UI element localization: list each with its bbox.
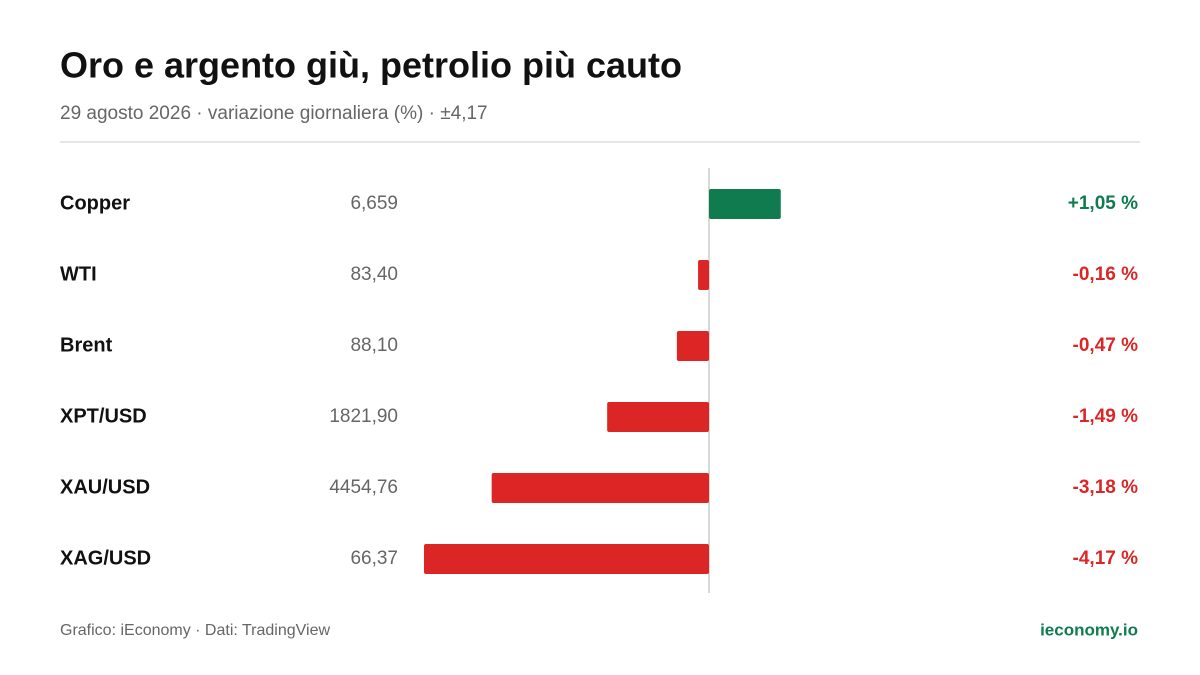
chart-subtitle: 29 agosto 2026 · variazione giornaliera … — [60, 103, 488, 124]
category-label: XPT/USD — [60, 405, 147, 427]
category-label: Copper — [60, 192, 130, 214]
price-label: 83,40 — [350, 264, 398, 285]
bar — [676, 331, 709, 361]
category-label: XAU/USD — [60, 476, 150, 498]
value-label: -0,16 % — [1073, 264, 1139, 285]
bar — [424, 544, 709, 574]
value-label: -0,47 % — [1073, 335, 1139, 356]
bar — [607, 402, 709, 432]
price-label: 66,37 — [350, 548, 398, 569]
value-label: -4,17 % — [1073, 548, 1139, 569]
price-label: 6,659 — [350, 193, 398, 214]
chart-title: Oro e argento giù, petrolio più cauto — [60, 45, 682, 86]
bar — [698, 260, 709, 290]
value-label: +1,05 % — [1068, 193, 1138, 214]
category-label: XAG/USD — [60, 547, 151, 569]
value-label: -3,18 % — [1073, 477, 1139, 498]
price-label: 88,10 — [350, 335, 398, 356]
bar — [491, 473, 709, 503]
brand: ieconomy.io — [1040, 620, 1138, 639]
value-label: -1,49 % — [1073, 406, 1139, 427]
source-note: Grafico: iEconomy · Dati: TradingView — [60, 622, 330, 639]
category-label: WTI — [60, 263, 97, 285]
price-label: 4454,76 — [329, 477, 398, 498]
category-label: Brent — [60, 334, 113, 356]
bar — [709, 189, 781, 219]
price-label: 1821,90 — [329, 406, 398, 427]
